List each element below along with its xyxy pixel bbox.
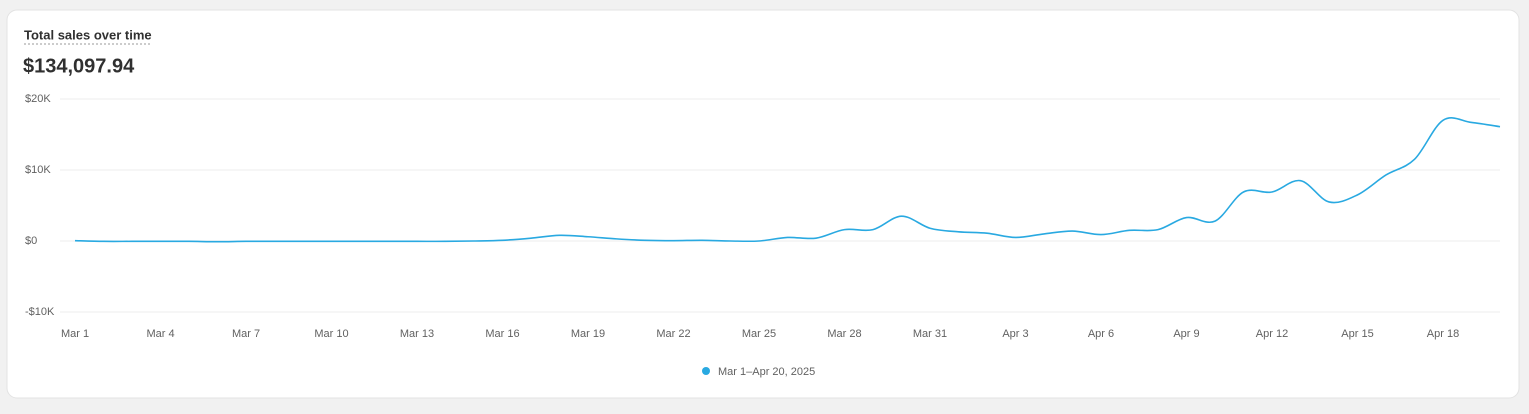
x-tick-label: Apr 18 — [1427, 328, 1459, 340]
x-tick-label: Mar 10 — [314, 328, 348, 340]
x-tick-label: Mar 13 — [400, 328, 434, 340]
x-tick-label: Mar 22 — [656, 328, 690, 340]
chart-title: Total sales over time — [24, 27, 152, 42]
x-tick-label: Mar 16 — [485, 328, 519, 340]
x-tick-label: Apr 6 — [1088, 328, 1114, 340]
y-tick-label: $0 — [25, 235, 37, 247]
x-tick-label: Apr 3 — [1002, 328, 1028, 340]
x-tick-label: Mar 19 — [571, 328, 605, 340]
x-tick-label: Mar 1 — [61, 328, 89, 340]
x-tick-label: Apr 9 — [1173, 328, 1199, 340]
x-tick-label: Mar 25 — [742, 328, 776, 340]
card — [6, 9, 1520, 399]
y-tick-label: $20K — [25, 93, 51, 105]
legend-swatch — [702, 367, 710, 375]
x-tick-label: Mar 31 — [913, 328, 947, 340]
series-line — [74, 117, 1501, 243]
x-tick-label: Apr 15 — [1341, 328, 1373, 340]
x-tick-label: Mar 28 — [827, 328, 861, 340]
legend-label: Mar 1–Apr 20, 2025 — [718, 366, 815, 378]
x-tick-label: Apr 12 — [1256, 328, 1288, 340]
y-tick-label: -$10K — [25, 306, 55, 318]
x-tick-label: Mar 4 — [146, 328, 174, 340]
y-tick-label: $10K — [25, 164, 51, 176]
x-tick-label: Mar 7 — [232, 328, 260, 340]
total-value: $134,097.94 — [23, 55, 135, 77]
